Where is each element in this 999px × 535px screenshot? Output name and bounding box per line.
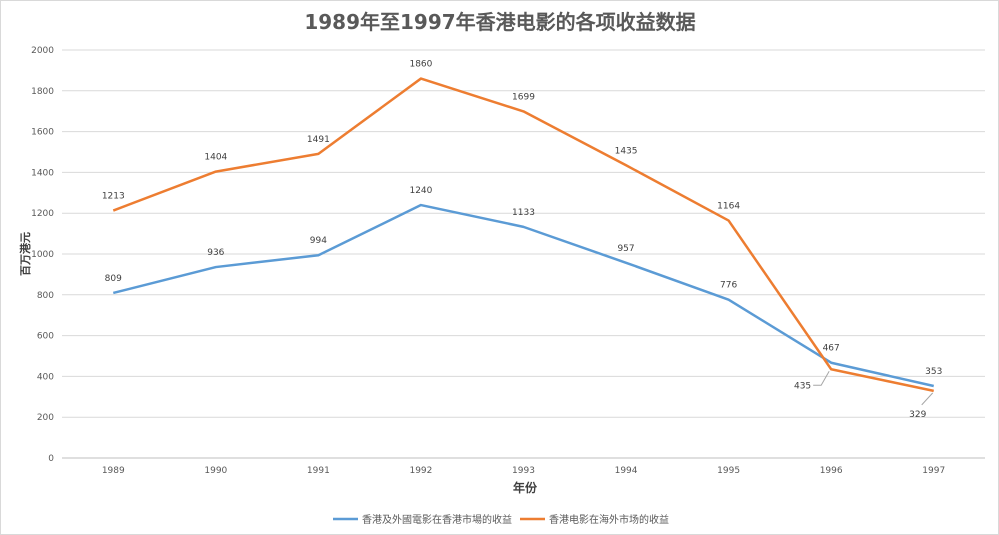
x-tick-label: 1994	[615, 466, 638, 476]
data-label: 1213	[102, 192, 125, 202]
data-label: 1435	[615, 146, 638, 156]
y-tick-label: 1800	[31, 87, 54, 97]
y-tick-label: 600	[37, 332, 54, 342]
x-tick-label: 1996	[820, 466, 843, 476]
data-label: 1164	[717, 202, 740, 212]
data-label: 1133	[512, 208, 535, 218]
y-tick-label: 1000	[31, 250, 54, 260]
series-line-1	[112, 203, 934, 388]
data-label: 353	[925, 367, 942, 377]
data-label: 1699	[512, 92, 535, 102]
x-tick-label: 1997	[922, 466, 945, 476]
legend-entry: 香港电影在海外市场的收益	[549, 513, 669, 526]
chart-title: 1989年至1997年香港电影的各项收益数据	[304, 10, 695, 34]
data-label: 809	[105, 274, 122, 284]
data-label: 1491	[307, 135, 330, 145]
x-tick-label: 1991	[307, 466, 330, 476]
data-label: 936	[207, 248, 224, 258]
y-tick-label: 1200	[31, 209, 54, 219]
y-tick-label: 200	[37, 413, 54, 423]
leader-line	[813, 371, 830, 386]
x-tick-label: 1990	[204, 466, 227, 476]
x-tick-label: 1993	[512, 466, 535, 476]
y-tick-label: 400	[37, 372, 54, 382]
x-tick-label: 1992	[409, 466, 432, 476]
data-label: 329	[909, 410, 926, 420]
data-label: 776	[720, 281, 737, 291]
data-label: 957	[617, 244, 634, 254]
x-tick-label: 1989	[102, 466, 125, 476]
data-label: 467	[823, 344, 840, 354]
y-tick-label: 0	[48, 454, 54, 464]
data-label: 1860	[409, 60, 432, 70]
x-tick-label: 1995	[717, 466, 740, 476]
y-tick-label: 800	[37, 291, 54, 301]
series-line-2	[112, 77, 934, 393]
data-label: 1240	[409, 186, 432, 196]
data-label: 435	[794, 381, 811, 391]
y-tick-label: 1600	[31, 128, 54, 138]
data-label: 994	[310, 236, 327, 246]
data-label: 1404	[204, 153, 227, 163]
leader-line	[921, 392, 934, 406]
y-axis-title: 百万港元	[18, 232, 32, 276]
legend-entry: 香港及外國電影在香港市場的收益	[362, 513, 512, 526]
x-axis-title: 年份	[513, 480, 538, 495]
y-tick-label: 2000	[31, 46, 54, 56]
y-tick-label: 1400	[31, 168, 54, 178]
